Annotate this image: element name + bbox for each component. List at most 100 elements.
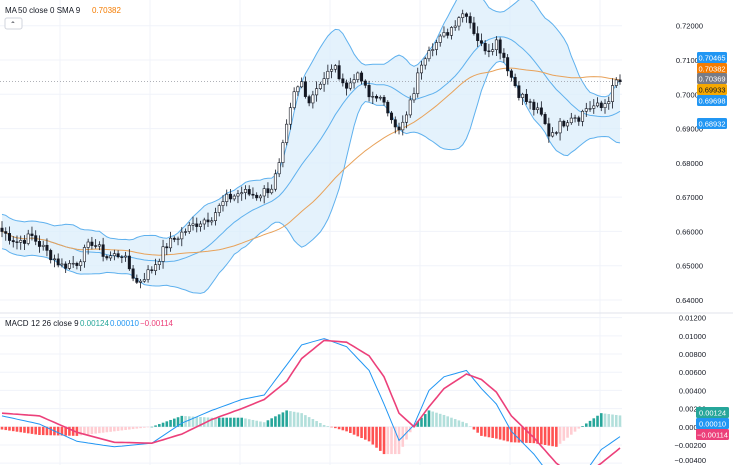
histogram-bar [495,426,498,439]
histogram-bar [251,419,255,427]
histogram-bar [195,416,199,427]
histogram-bar [420,417,423,427]
candle [221,195,225,212]
histogram-bar [532,426,536,444]
candle [124,251,128,262]
histogram-bar [281,412,285,427]
histogram-bar [124,426,127,430]
histogram-bar [341,426,345,431]
histogram-bar [435,412,438,427]
histogram-bar [431,411,435,427]
candle [315,81,319,102]
histogram-bar [480,426,483,436]
candle [551,127,555,138]
price-tick-label: 0.71000 [676,56,703,65]
histogram-bar [172,418,176,427]
candle [112,249,116,261]
ma-legend[interactable]: MA 50 close 0 SMA 9 0.70382 ⌃ [4,6,121,30]
macd-tick-label: −0.00400 [675,456,707,465]
candle [146,265,150,283]
histogram-bar [592,418,596,427]
histogram-bar [60,426,64,436]
macd-tick-label: 0.00800 [679,350,706,359]
candle [390,110,394,124]
ma-legend-params: 50 close 0 SMA 9 [18,6,81,15]
candle [180,227,184,247]
candle [228,189,232,203]
candle [251,187,255,199]
candle [596,97,600,108]
histogram-bar [599,413,603,427]
macd-axis[interactable]: 0.01200 0.01000 0.00800 0.00600 0.00400 0.002… [622,314,733,465]
histogram-bar [143,426,146,428]
candle [352,74,356,89]
candle [0,221,4,238]
price-tick-label: 0.68000 [676,159,703,168]
candle [446,28,450,39]
bollinger-upper-band [1,0,621,241]
histogram-bar [352,426,356,435]
price-tick-label: 0.66000 [676,227,703,236]
histogram-bar [573,426,577,432]
macd-badge-label: 0.00124 [699,409,726,418]
histogram-bar [176,417,180,427]
histogram-bar [326,426,330,427]
macd-badge-label: 0.00010 [699,420,726,429]
candle [262,185,266,204]
candle [303,76,307,99]
macd-badge: −0.00114 [696,429,729,440]
histogram-bar [296,412,300,427]
candle [172,236,176,243]
candle [423,56,427,70]
histogram-bar [26,426,30,434]
candle [176,236,180,246]
candle [472,16,476,36]
histogram-bar [319,423,322,427]
histogram-bar [427,410,431,427]
histogram-bar [262,422,266,427]
candle [7,226,11,245]
ma-legend-name: MA [5,6,18,15]
candle [135,274,139,284]
macd-legend[interactable]: MACD 12 26 close 9 0.00124 0.00010 −0.00… [5,319,174,328]
candle [19,235,23,250]
candle [217,203,221,217]
price-badge-label: 0.69933 [698,86,725,95]
candle [356,71,360,83]
candle [49,248,53,264]
candle [360,70,364,85]
candle [45,238,49,257]
price-axis[interactable]: 0.72000 0.71000 0.70000 0.69000 0.68000 0.670… [622,0,733,313]
histogram-bar [491,426,494,438]
histogram-bar [525,426,528,443]
candle [337,60,341,81]
candle [243,185,247,200]
histogram-bar [517,426,521,443]
histogram-bar [30,426,34,434]
histogram-bar [225,417,229,427]
candle [408,95,412,118]
macd-badge: 0.00010 [696,418,729,429]
histogram-bar [285,410,288,427]
bollinger-lower-band [1,60,621,294]
macd-pane[interactable]: 0.01200 0.01000 0.00800 0.00600 0.00400 0.002… [0,314,733,465]
collapse-legend-button[interactable] [4,17,23,30]
histogram-bar [113,426,116,432]
histogram-bar [596,415,599,427]
histogram-bar [49,426,52,436]
macd-tick-label: 0.00400 [679,386,706,395]
price-tick-label: 0.70000 [676,90,703,99]
candle [307,94,311,107]
candle [105,254,109,261]
candle [509,68,513,82]
histogram-bar [446,416,450,427]
histogram-bar [472,426,476,430]
histogram-bar [465,423,468,427]
histogram-bar [543,426,547,445]
macd-legend-macd-value: 0.00010 [110,319,139,328]
candle [30,226,34,241]
candle [566,119,570,131]
histogram-bar [536,426,539,444]
